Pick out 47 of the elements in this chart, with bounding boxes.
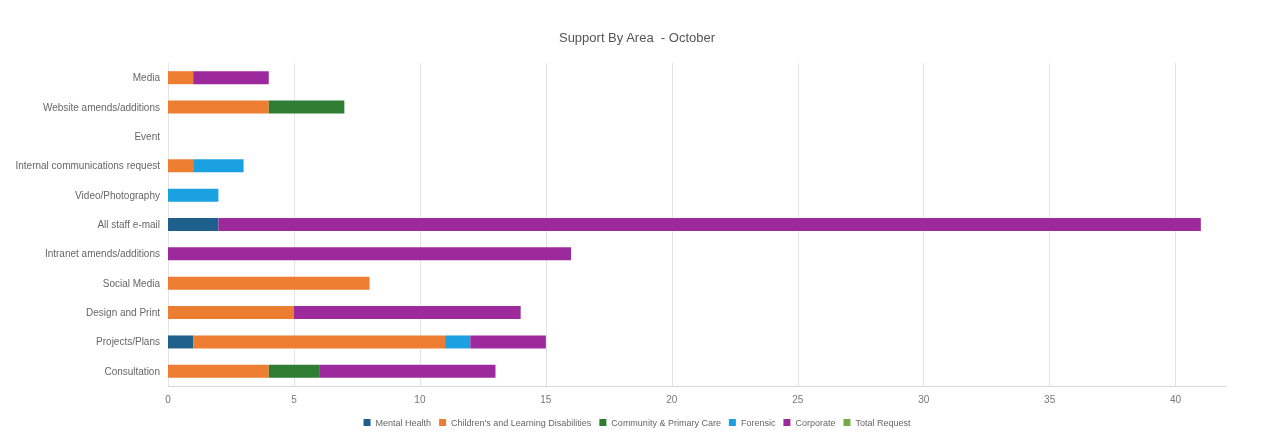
bar: [168, 218, 219, 231]
y-tick-label: Video/Photography: [75, 189, 160, 201]
y-tick-label: Consultation: [104, 365, 160, 377]
y-tick-label: Intranet amends/additions: [44, 248, 160, 260]
legend-label: Forensic: [740, 417, 776, 428]
y-tick-label: Media: [132, 72, 161, 84]
y-tick-label: Projects/Plans: [96, 336, 160, 348]
bar: [168, 364, 269, 378]
bar: [168, 159, 194, 173]
bar: [268, 364, 320, 378]
y-tick-label: All staff e-mail: [97, 219, 160, 230]
bar: [168, 188, 219, 202]
legend-label: Total Request: [855, 417, 911, 428]
x-tick-label: 15: [540, 393, 552, 405]
bar: [168, 247, 572, 261]
bar: [293, 306, 521, 320]
bar: [470, 335, 546, 349]
y-tick-label: Internal communications request: [15, 160, 161, 172]
x-tick-label: 0: [165, 393, 172, 405]
legend-label: Children's and Learning Disabilities: [451, 417, 592, 428]
chart-title: Support By Area - October: [558, 30, 716, 45]
legend-label: Community & Primary Care: [611, 417, 721, 428]
bar: [168, 306, 294, 320]
x-tick-label: 30: [918, 393, 930, 405]
y-tick-label: Event: [134, 130, 161, 142]
bar: [193, 159, 244, 173]
x-tick-label: 35: [1044, 393, 1056, 405]
bar: [445, 335, 471, 349]
bar: [168, 100, 269, 114]
legend-label: Mental Health: [375, 417, 432, 428]
bar: [168, 335, 194, 349]
y-tick-label: Social Media: [102, 277, 161, 289]
bar: [218, 218, 1201, 231]
x-tick-label: 10: [414, 393, 426, 405]
bar: [168, 71, 194, 85]
bar: [168, 276, 370, 290]
x-tick-label: 25: [792, 393, 804, 405]
x-tick-label: 5: [291, 393, 298, 405]
bar: [319, 364, 496, 378]
y-tick-label: Website amends/additions: [42, 101, 160, 113]
legend-label: Corporate: [795, 417, 836, 428]
bar: [268, 100, 345, 114]
x-tick-label: 40: [1170, 393, 1182, 405]
y-tick-label: Design and Print: [86, 307, 161, 319]
bar: [193, 335, 446, 349]
bar: [193, 71, 269, 85]
x-tick-label: 20: [666, 393, 678, 405]
